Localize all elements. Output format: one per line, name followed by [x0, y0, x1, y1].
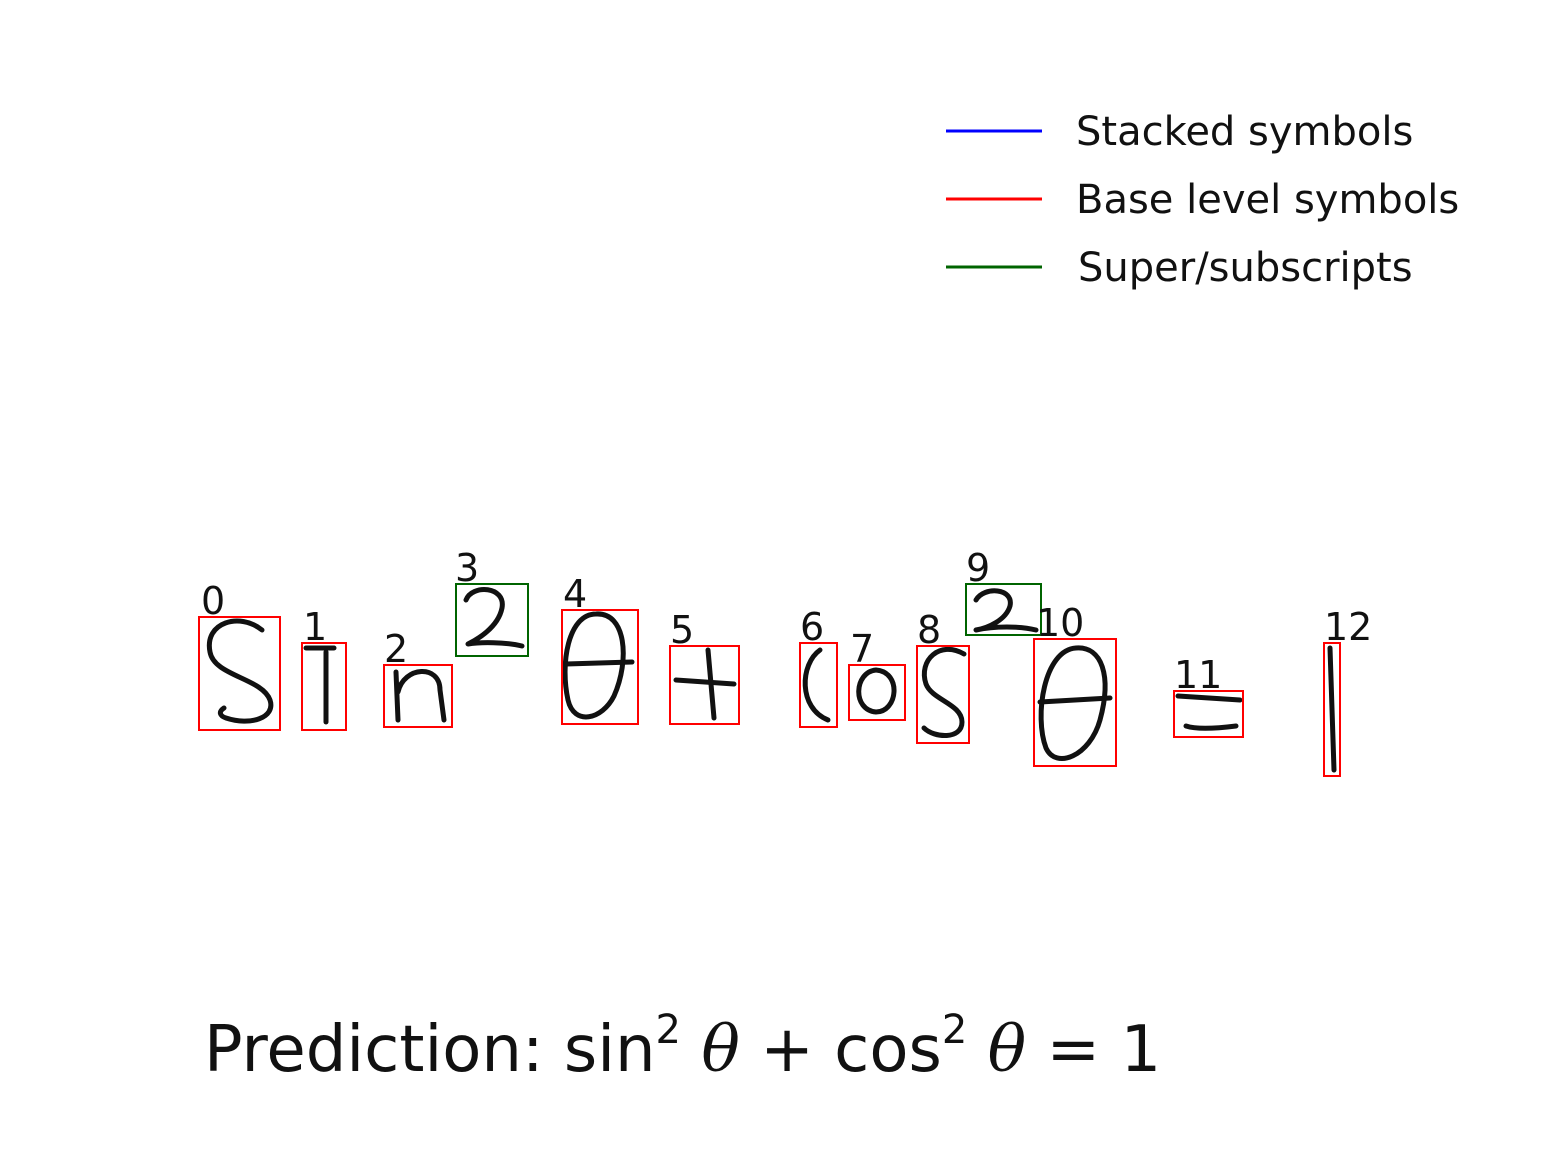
stroke-one-12	[1327, 645, 1337, 773]
box-label-7: 7	[850, 627, 874, 671]
stroke-theta-4	[562, 611, 626, 720]
stroke-s-0	[206, 618, 274, 724]
box-symbol-7	[848, 664, 906, 721]
prediction-cos: cos	[834, 1013, 942, 1087]
legend-label-super: Super/subscripts	[1078, 245, 1413, 291]
box-label-2: 2	[384, 627, 408, 671]
stroke-s-8	[921, 646, 967, 738]
stroke-equals-11	[1175, 693, 1243, 703]
stroke-theta-10b	[1037, 695, 1113, 705]
stroke-plus-5b	[705, 647, 717, 721]
stroke-n-2	[393, 669, 447, 723]
stroke-o-7	[856, 667, 897, 715]
box-symbol-0	[198, 616, 281, 731]
box-symbol-10	[1033, 638, 1117, 767]
prediction-sup2: 2	[941, 1007, 968, 1053]
prediction-one: 1	[1120, 1013, 1162, 1087]
stroke-c-6	[802, 647, 831, 723]
box-label-10: 10	[1036, 601, 1084, 645]
stroke-theta-10	[1038, 645, 1108, 761]
box-label-11: 11	[1174, 653, 1222, 697]
box-symbol-1	[301, 642, 347, 731]
prediction-theta2: θ	[987, 1013, 1027, 1087]
box-symbol-6	[799, 642, 838, 728]
prediction-prefix: Prediction:	[204, 1013, 564, 1087]
box-symbol-4	[561, 609, 639, 725]
box-label-12: 12	[1324, 605, 1372, 649]
box-symbol-5	[669, 645, 740, 725]
box-label-1: 1	[303, 605, 327, 649]
box-label-4: 4	[563, 572, 587, 616]
prediction-sin: sin	[563, 1013, 656, 1087]
legend-label-stacked: Stacked symbols	[1076, 109, 1413, 155]
box-symbol-8	[916, 645, 970, 744]
prediction-text: Prediction: sin2 θ + cos2 θ = 1	[204, 1005, 1304, 1095]
box-label-9: 9	[966, 546, 990, 590]
box-label-6: 6	[800, 605, 824, 649]
stroke-equals-11b	[1183, 723, 1239, 731]
stroke-theta-4b	[563, 659, 635, 667]
prediction-plus: +	[760, 1013, 814, 1087]
box-symbol-12	[1323, 642, 1341, 777]
box-label-0: 0	[201, 579, 225, 623]
box-label-3: 3	[455, 546, 479, 590]
prediction-equals: =	[1046, 1013, 1101, 1087]
box-symbol-2	[383, 664, 453, 728]
legend-label-base: Base level symbols	[1076, 177, 1459, 223]
prediction-theta1: θ	[701, 1013, 740, 1087]
box-label-8: 8	[917, 608, 941, 652]
stroke-sup2-9	[973, 588, 1039, 633]
handwriting	[206, 587, 1337, 773]
stroke-plus-5	[673, 677, 737, 687]
box-symbol-11	[1173, 690, 1244, 738]
prediction-sup1: 2	[655, 1007, 681, 1053]
legend: Stacked symbols Base level symbols Super…	[946, 109, 1459, 291]
symbol-boxes: 0 1 2 3 4 5 6 7 8 9 10 11 12	[198, 546, 1372, 777]
stroke-sup2-3	[463, 587, 525, 649]
box-label-5: 5	[670, 608, 694, 652]
box-symbol-9	[965, 583, 1042, 636]
box-symbol-3	[455, 583, 529, 657]
